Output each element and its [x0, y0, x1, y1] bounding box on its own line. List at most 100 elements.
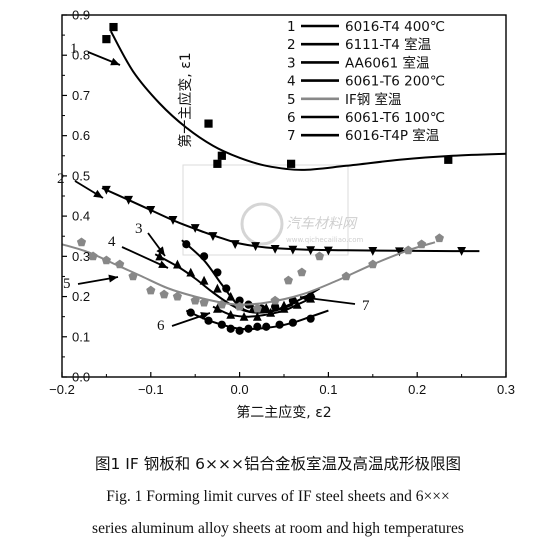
y-tick-label: 0.1: [72, 329, 90, 344]
data-point: [457, 247, 467, 256]
data-point: [444, 155, 453, 164]
legend-label: 6016-T4P 室温: [345, 127, 439, 144]
data-point: [182, 240, 191, 249]
data-point: [217, 299, 227, 309]
series-7: [212, 293, 316, 321]
y-tick-label: 0.3: [72, 249, 90, 264]
data-point: [159, 289, 169, 299]
data-point: [190, 224, 200, 233]
data-point: [128, 271, 138, 281]
data-point: [168, 216, 178, 225]
series-line: [109, 30, 507, 171]
data-point: [212, 283, 222, 293]
legend-label: 6111-T4 室温: [345, 36, 431, 53]
data-point: [208, 232, 218, 241]
data-point: [226, 309, 236, 319]
x-tick-label: 0.3: [497, 382, 515, 397]
data-point: [76, 237, 87, 247]
y-tick-label: 0.2: [72, 289, 90, 304]
data-point: [266, 307, 276, 317]
y-tick-label: 0.6: [72, 128, 90, 143]
data-point: [395, 247, 404, 257]
curve-number-label: 2: [57, 171, 65, 187]
legend-number: 1: [287, 19, 296, 35]
data-point: [199, 252, 209, 261]
data-point: [434, 233, 444, 243]
data-point: [217, 320, 226, 329]
data-point: [213, 268, 222, 277]
data-point: [279, 303, 289, 313]
data-point: [283, 275, 293, 285]
arrowhead: [108, 274, 118, 283]
x-tick-label: −0.1: [138, 382, 164, 397]
legend-number: 5: [287, 92, 296, 108]
legend-number: 7: [287, 128, 296, 144]
legend-entry-6: 6 6061-T6 100℃: [287, 110, 445, 126]
arrowhead: [158, 260, 168, 268]
data-point: [186, 308, 195, 317]
data-point: [306, 314, 315, 323]
curve-annotation-2: 2: [57, 171, 104, 199]
legend-label: 6061-T6 200℃: [345, 74, 445, 90]
arrowhead: [200, 312, 210, 320]
curve-annotation-3: 3: [135, 221, 166, 257]
watermark: 汽车材料网 www.qichecailiao.com: [182, 164, 364, 256]
y-tick-label: 0.4: [72, 209, 90, 224]
data-point: [287, 159, 296, 168]
curve-number-label: 5: [63, 276, 71, 292]
figure-caption-english-line-2: series aluminum alloy sheets at room and…: [92, 520, 464, 537]
annotation-arrow: [299, 296, 356, 305]
data-point: [199, 275, 209, 285]
data-point: [368, 247, 378, 256]
data-point: [253, 322, 262, 331]
data-point: [146, 205, 156, 215]
legend-entry-1: 1 6016-T4 400℃: [287, 19, 445, 35]
data-point: [101, 255, 111, 265]
x-tick-label: 0.1: [319, 382, 337, 397]
legend-label: IF钢 室温: [345, 91, 402, 108]
data-point: [297, 267, 307, 277]
legend-number: 6: [287, 110, 296, 126]
data-point: [288, 318, 297, 327]
arrowhead: [110, 57, 120, 66]
data-point: [172, 291, 182, 301]
data-point: [275, 320, 284, 329]
legend-label: AA6061 室温: [345, 54, 430, 71]
data-point: [261, 303, 271, 312]
watermark-text: 汽车材料网: [286, 216, 358, 232]
curve-annotation-6: 6: [157, 312, 211, 334]
data-point: [146, 285, 156, 295]
legend-label: 6061-T6 100℃: [345, 110, 445, 126]
x-tick-label: 0.0: [231, 382, 249, 397]
figure-caption-english-line-1: Fig. 1 Forming limit curves of IF steel …: [106, 488, 450, 505]
curve-annotation-1: 1: [70, 41, 121, 66]
data-point: [288, 245, 298, 255]
legend-entry-5: 5 IF钢 室温: [287, 91, 402, 108]
data-point: [270, 244, 280, 254]
x-tick-label: −0.2: [49, 382, 75, 397]
data-point: [124, 195, 134, 205]
data-point: [109, 22, 118, 32]
curve-annotation-5: 5: [63, 274, 119, 292]
data-point: [204, 316, 213, 325]
data-point: [306, 246, 316, 256]
arrowhead: [300, 294, 310, 303]
watermark-subtext: www.qichecailiao.com: [286, 236, 364, 244]
data-point: [88, 251, 98, 261]
data-point: [235, 301, 245, 311]
legend-number: 4: [287, 74, 296, 90]
series-5: [61, 233, 444, 313]
data-point: [251, 242, 260, 251]
data-point: [252, 311, 262, 321]
data-point: [222, 284, 231, 293]
legend-entry-3: 3 AA6061 室温: [287, 54, 430, 71]
series-6: [185, 308, 329, 335]
data-point: [115, 259, 125, 269]
data-point: [403, 245, 413, 255]
legend-number: 2: [287, 37, 296, 53]
legend-number: 3: [287, 55, 296, 71]
data-point: [155, 251, 165, 261]
data-point: [230, 240, 240, 249]
x-axis-label: 第二主应变, ε2: [236, 404, 331, 421]
